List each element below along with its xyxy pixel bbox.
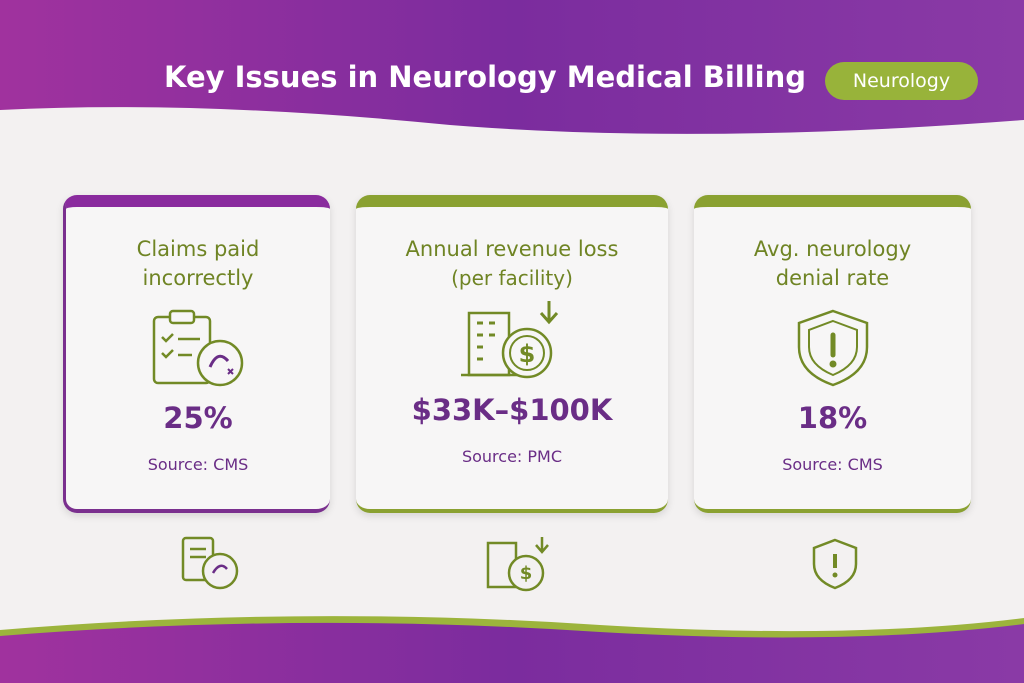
small-icon: $: [486, 537, 549, 592]
header-wave: [0, 0, 1024, 134]
title-line: incorrectly: [142, 266, 254, 290]
badge[interactable]: Neurology: [825, 62, 978, 100]
small-icon: [181, 536, 239, 590]
small-icon: [812, 538, 858, 590]
stat-value: $33K–$100K: [411, 393, 613, 427]
title-line: denial rate: [775, 266, 890, 290]
title-line: (per facility): [451, 266, 573, 290]
title-line: Claims paid: [136, 237, 260, 261]
card-title: Claims paid incorrectly: [66, 235, 330, 293]
stat-card: Claims paid incorrectly 25% Source: CMS: [63, 195, 330, 513]
stat-source: Source: CMS: [147, 455, 249, 474]
stat-source: Source: PMC: [461, 447, 563, 466]
svg-text:$: $: [520, 563, 533, 584]
title-line: Avg. neurology: [753, 237, 912, 261]
clipboard-icon: [152, 309, 244, 387]
title-line: Annual revenue loss: [405, 237, 619, 261]
stat-value: 18%: [797, 401, 868, 435]
shield-icon: [797, 309, 868, 387]
page-title: Key Issues in Neurology Medical Billing: [163, 60, 807, 94]
stat-card: Annual revenue loss (per facility) $ $33K…: [356, 195, 668, 513]
stat-card: Avg. neurology denial rate 18% Source: CM…: [694, 195, 971, 513]
card-title: Annual revenue loss (per facility): [356, 235, 668, 293]
footer-wave: [0, 622, 1024, 683]
revenue-icon: $: [461, 301, 559, 379]
svg-text:$: $: [519, 340, 536, 368]
stat-value: 25%: [163, 401, 233, 435]
card-title: Avg. neurology denial rate: [694, 235, 971, 293]
stat-source: Source: CMS: [782, 455, 883, 474]
